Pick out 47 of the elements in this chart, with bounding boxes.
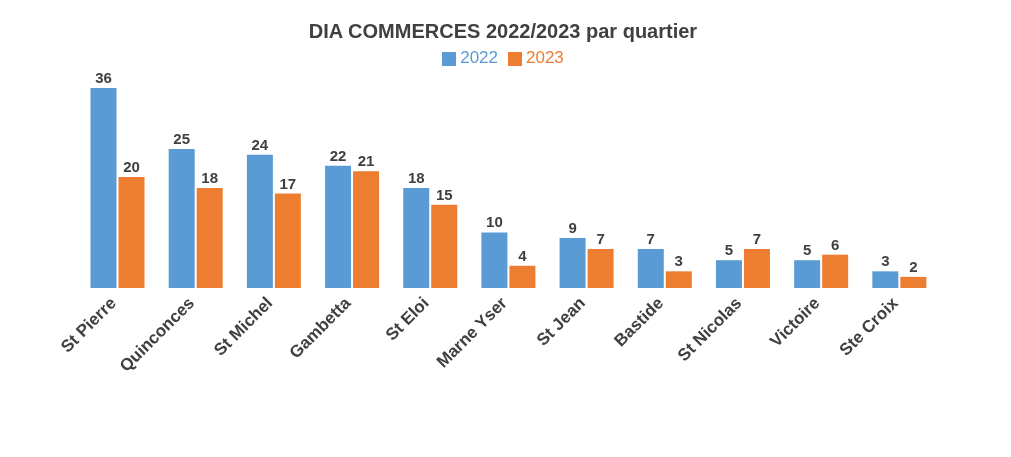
data-label: 18 <box>407 169 425 186</box>
bar <box>196 188 223 288</box>
legend-label: 2023 <box>526 48 564 67</box>
data-label: 5 <box>802 241 812 259</box>
bar <box>715 260 742 288</box>
data-label: 7 <box>596 230 605 248</box>
bar <box>872 271 899 288</box>
bar <box>743 249 770 288</box>
data-label: 4 <box>518 246 528 264</box>
data-label: 25 <box>173 130 191 148</box>
bar <box>587 249 614 288</box>
bar <box>274 193 301 288</box>
bar <box>431 204 458 288</box>
bar <box>559 238 586 288</box>
data-label: 24 <box>251 135 269 153</box>
bar <box>900 276 927 288</box>
data-label: 6 <box>830 235 840 253</box>
data-label: 7 <box>646 230 655 248</box>
data-label: 9 <box>568 219 577 236</box>
bar <box>822 254 849 288</box>
bar <box>90 88 117 288</box>
data-label: 3 <box>881 252 890 270</box>
data-label: 7 <box>752 230 762 248</box>
data-label: 21 <box>357 152 375 170</box>
data-label: 22 <box>329 146 347 164</box>
data-label: 5 <box>724 241 734 259</box>
data-label: 10 <box>486 213 503 231</box>
bar <box>403 188 430 288</box>
data-label: 2 <box>909 257 918 275</box>
data-label: 36 <box>95 69 112 86</box>
legend-label: 2022 <box>460 48 498 67</box>
bar <box>118 176 145 288</box>
bar <box>353 171 380 288</box>
data-label: 18 <box>201 169 219 186</box>
data-label: 15 <box>435 185 453 203</box>
chart-title: DIA COMMERCES 2022/2023 par quartier <box>307 20 699 43</box>
data-label: 3 <box>674 252 683 270</box>
bar <box>637 249 664 288</box>
bar <box>246 154 273 288</box>
bar <box>509 265 536 288</box>
bar <box>168 149 195 288</box>
data-label: 20 <box>123 157 140 175</box>
bar <box>794 260 821 288</box>
bar <box>325 165 352 288</box>
bar <box>665 271 692 288</box>
data-label: 17 <box>279 174 297 192</box>
bar <box>481 232 508 288</box>
